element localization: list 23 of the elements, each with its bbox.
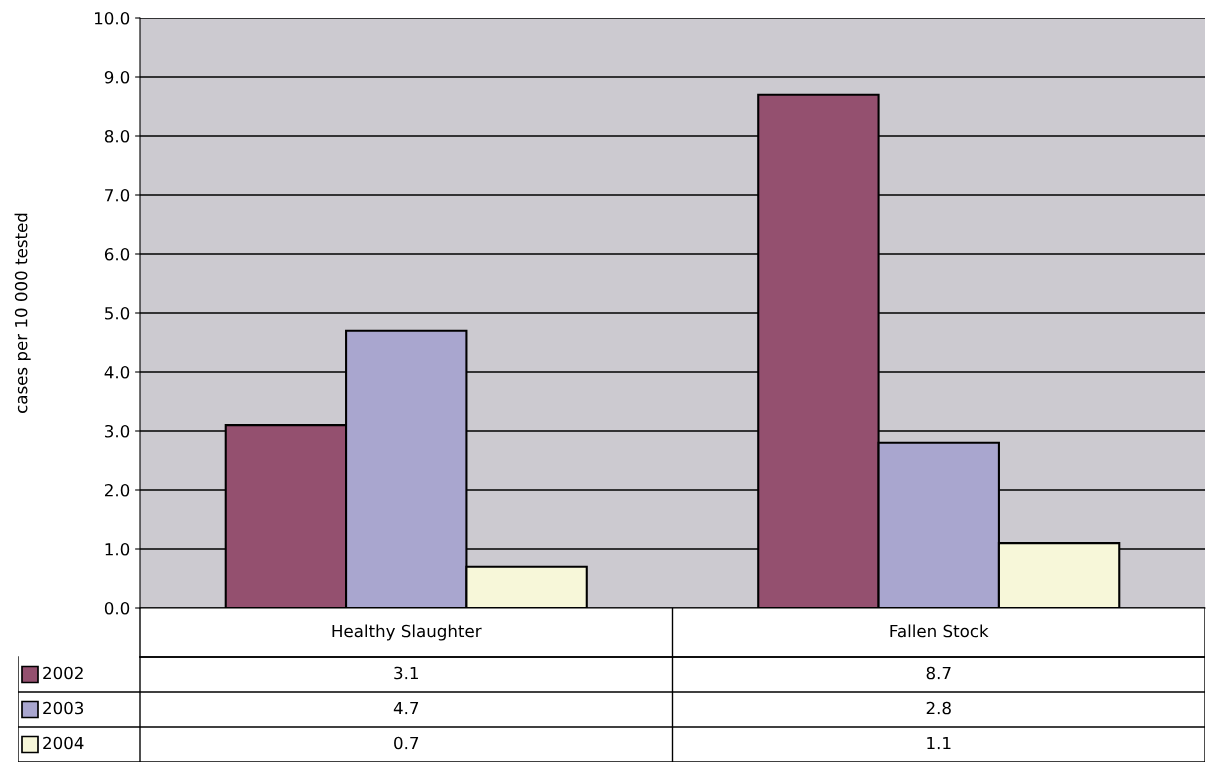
data-label: 1.1 [927,736,951,750]
y-tick-label: 1.0 [105,542,130,556]
y-tick-label: 3.0 [105,424,130,438]
y-tick-label: 0.0 [104,601,130,615]
data-label: 8.7 [926,666,951,680]
legend-label: 2004 [43,736,84,750]
y-tick-label: 8.0 [104,129,130,143]
data-label: 3.1 [394,666,418,680]
y-tick-label: 6.0 [104,247,130,261]
y-axis-title: cases per 10 000 tested [14,213,31,413]
x-tick-label: Healthy Slaughter [332,624,482,641]
y-tick-label: 10.0 [95,11,130,25]
legend-label: 2003 [43,701,84,715]
y-tick-label: 2.0 [104,483,130,497]
x-tick-label: Fallen Stock [890,624,989,638]
data-label: 2.8 [926,701,951,715]
legend-label: 2002 [43,666,83,680]
y-tick-label: 4.0 [104,365,130,379]
data-label: 4.7 [393,701,419,715]
y-tick-label: 7.0 [105,188,130,202]
y-tick-label: 5.0 [105,306,130,320]
data-label: 0.7 [394,736,419,750]
y-tick-label: 9.0 [104,70,130,84]
